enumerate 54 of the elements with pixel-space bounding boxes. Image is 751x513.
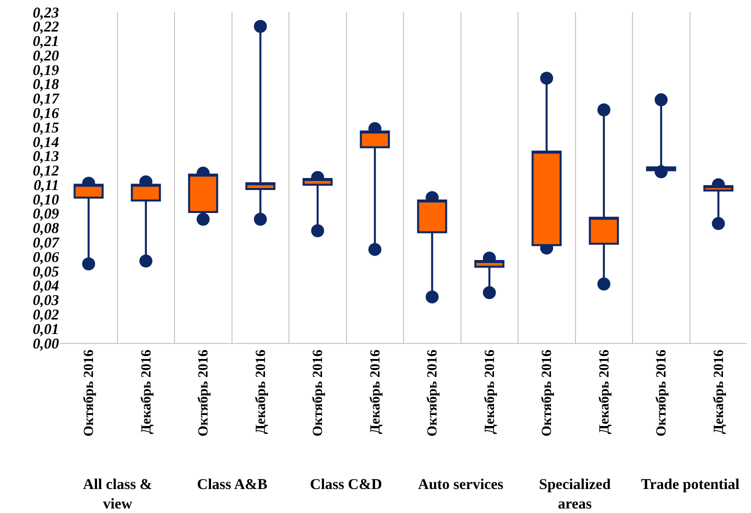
text: Trade potential xyxy=(641,477,740,493)
x-tick-label: Октябрь 2016 xyxy=(311,350,326,437)
point xyxy=(368,242,382,256)
point xyxy=(712,217,725,230)
x-tick-label: Декабрь 2016 xyxy=(482,350,498,434)
text: Class C&D xyxy=(310,477,382,493)
y-tick-label: 0,22 xyxy=(32,20,60,36)
y-tick-label: 0,01 xyxy=(32,322,59,338)
y-tick-label: 0,07 xyxy=(32,236,60,252)
y-tick-label: 0,02 xyxy=(32,307,60,324)
x-tick-label: Октябрь 2016 xyxy=(426,350,441,437)
text: Auto services xyxy=(418,477,504,493)
text: Specialized areas xyxy=(539,477,612,512)
y-tick-label: 0,06 xyxy=(32,250,60,266)
y-tick-label: 0,09 xyxy=(32,206,60,223)
x-tick-label: Декабрь 2016 xyxy=(597,350,612,434)
point xyxy=(426,290,439,304)
x-tick-label: Декабрь 2016 xyxy=(368,350,384,434)
y-tick-label: 0,21 xyxy=(32,34,59,50)
y-tick-label: 0,11 xyxy=(34,178,59,194)
point xyxy=(82,257,96,270)
y-tick-label: 0,19 xyxy=(32,62,60,79)
x-tick-label: Октябрь 2016 xyxy=(654,350,670,437)
y-tick-label: 0,20 xyxy=(32,48,60,64)
y-tick-label: 0,13 xyxy=(32,149,60,166)
y-tick-label: 0,00 xyxy=(32,336,60,352)
y-tick-label: 0,10 xyxy=(32,192,60,208)
point xyxy=(597,103,610,116)
point xyxy=(139,254,152,268)
x-tick-label: Октябрь 2016 xyxy=(196,350,212,437)
point xyxy=(254,212,267,226)
text: All class & view xyxy=(83,477,152,512)
x-tick-label: Декабрь 2016 xyxy=(254,350,269,434)
y-tick-label: 0,03 xyxy=(32,293,60,310)
y-tick-label: 0,04 xyxy=(32,278,60,295)
point xyxy=(254,20,267,33)
y-tick-label: 0,18 xyxy=(32,77,60,94)
y-tick-label: 0,05 xyxy=(32,264,60,280)
x-tick-label: Октябрь 2016 xyxy=(540,350,556,437)
y-tick-label: 0,14 xyxy=(32,134,60,151)
y-tick-label: 0,15 xyxy=(32,120,60,136)
y-tick-label: 0,12 xyxy=(32,164,60,180)
point xyxy=(597,278,610,290)
x-tick-label: Декабрь 2016 xyxy=(712,350,727,434)
x-tick-label: Октябрь 2016 xyxy=(82,350,98,437)
y-tick-label: 0,08 xyxy=(32,221,60,238)
point xyxy=(654,93,668,106)
y-tick-label: 0,23 xyxy=(32,5,60,22)
y-tick-label: 0,16 xyxy=(32,106,60,122)
y-tick-label: 0,17 xyxy=(32,92,60,108)
x-tick-label: Декабрь 2016 xyxy=(139,350,154,434)
text: Class A&B xyxy=(197,477,268,493)
point xyxy=(482,286,496,300)
point xyxy=(540,72,554,85)
